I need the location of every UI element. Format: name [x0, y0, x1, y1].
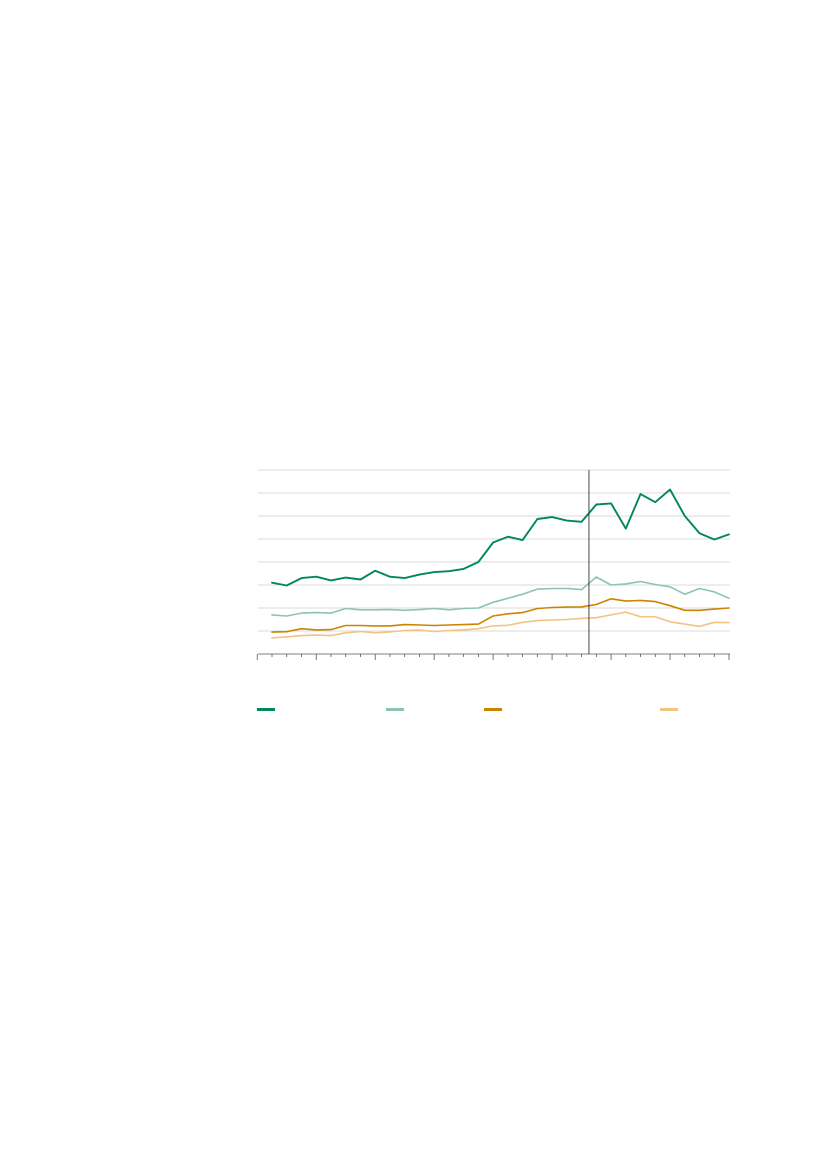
series-lines — [271, 488, 730, 639]
x-axis — [256, 653, 730, 660]
gridlines — [258, 469, 730, 632]
series-line-1 — [271, 488, 730, 587]
series-line-3 — [271, 597, 730, 633]
legend-swatch-2 — [386, 708, 404, 711]
legend-swatch-3 — [484, 708, 502, 711]
series-line-2 — [271, 576, 730, 617]
legend-swatch-1 — [257, 708, 275, 711]
series-line-4 — [271, 611, 730, 639]
legend-swatch-4 — [660, 708, 678, 711]
